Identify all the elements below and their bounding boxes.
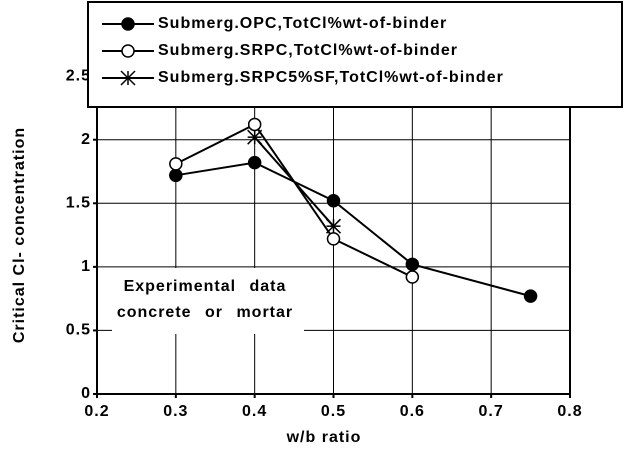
legend-marker bbox=[121, 17, 135, 31]
legend-marker bbox=[120, 70, 136, 86]
series-line bbox=[175, 123, 413, 278]
annotation: concrete or mortar bbox=[117, 304, 293, 321]
marker bbox=[405, 257, 420, 272]
marker bbox=[247, 117, 262, 132]
x-tick-label: 0.8 bbox=[557, 403, 582, 420]
marker bbox=[169, 168, 183, 183]
marker bbox=[325, 218, 342, 234]
x-tick-label: 0.7 bbox=[479, 403, 504, 420]
annotation: Experimental data bbox=[124, 278, 287, 295]
marker bbox=[247, 155, 262, 170]
y-tick-label: 1.5 bbox=[66, 195, 91, 212]
y-tick-label: 0 bbox=[81, 385, 91, 402]
y-tick-label: 0.5 bbox=[66, 322, 91, 339]
marker bbox=[326, 193, 341, 208]
x-tick-label: 0.6 bbox=[400, 403, 425, 420]
legend-label: Submerg.OPC,TotCl%wt-of-binder bbox=[158, 15, 447, 32]
marker-stroke bbox=[247, 129, 263, 145]
marker-stroke bbox=[325, 218, 342, 234]
annotation-box bbox=[112, 268, 304, 334]
y-tick-label: 2 bbox=[81, 131, 91, 148]
y-tick-label: 1 bbox=[81, 258, 91, 275]
series-line bbox=[253, 136, 335, 227]
marker-stroke bbox=[120, 70, 136, 86]
x-tick-label: 0.4 bbox=[242, 403, 267, 420]
legend-label: Submerg.SRPC5%SF,TotCl%wt-of-binder bbox=[158, 69, 504, 86]
x-tick-label: 0.3 bbox=[163, 403, 188, 420]
legend-box bbox=[87, 1, 623, 108]
marker bbox=[169, 157, 183, 171]
x-axis-label: w/b ratio bbox=[286, 429, 362, 446]
legend-marker bbox=[121, 44, 135, 58]
y-tick-label: 2.5 bbox=[66, 67, 91, 84]
legend-label: Submerg.SRPC,TotCl%wt-of-binder bbox=[158, 42, 458, 59]
marker bbox=[326, 232, 341, 246]
x-tick-label: 0.5 bbox=[321, 403, 346, 420]
marker bbox=[523, 289, 538, 303]
y-axis-label: Critical Cl- concentration bbox=[11, 127, 28, 343]
x-tick-label: 0.2 bbox=[84, 403, 109, 420]
marker bbox=[405, 270, 420, 284]
marker bbox=[247, 129, 263, 145]
